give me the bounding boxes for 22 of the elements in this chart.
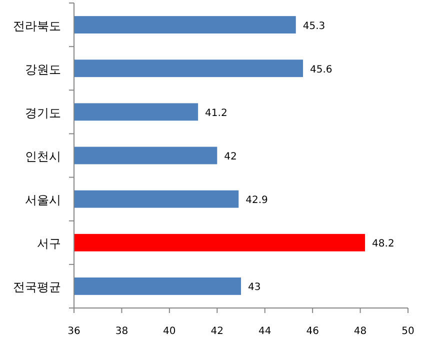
y-tick-label: 전국평균: [13, 280, 61, 294]
data-label: 42: [224, 152, 237, 162]
y-tick-label: 인천시: [25, 150, 61, 164]
y-tick-label: 강원도: [25, 62, 61, 76]
y-tick-label: 서구: [37, 236, 61, 251]
data-label: 42.9: [246, 195, 268, 206]
data-label: 48.2: [372, 238, 394, 250]
data-label: 45.3: [302, 20, 326, 32]
x-tick-label: 50: [402, 326, 414, 337]
y-tick-label: 경기도: [25, 106, 61, 120]
y-tick-label: 전라북도: [13, 18, 61, 33]
x-tick-label: 42: [210, 326, 224, 337]
data-label: 45.6: [310, 64, 332, 76]
x-tick-label: 36: [68, 326, 80, 337]
x-tick-label: 44: [258, 326, 272, 337]
x-tick-label: 38: [115, 326, 128, 337]
x-tick-label: 48: [354, 326, 367, 337]
x-tick-label: 40: [163, 326, 176, 337]
y-tick-label: 서울시: [25, 193, 61, 208]
x-tick-label: 46: [306, 326, 319, 337]
data-label: 43: [248, 282, 261, 294]
data-label: 41.2: [205, 108, 228, 119]
